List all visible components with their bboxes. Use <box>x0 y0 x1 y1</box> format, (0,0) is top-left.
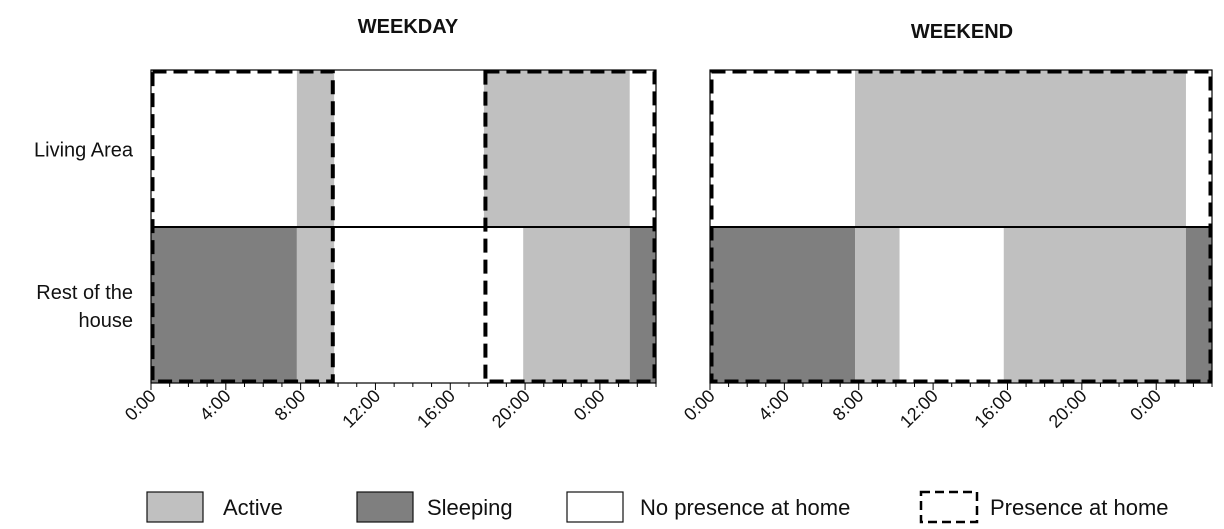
segment-no_presence-p0-r1-2 <box>334 227 524 383</box>
tick-label-p1-2: 8:00 <box>829 386 868 425</box>
legend-swatch-active <box>146 491 204 523</box>
segment-sleeping-p1-r1-4 <box>1185 227 1212 383</box>
legend-swatch-presence <box>919 490 979 524</box>
segment-active-p1-r0-1 <box>855 70 1186 227</box>
tick-label-p0-0: 0:00 <box>121 386 160 425</box>
tick-label-p1-3: 12:00 <box>896 386 942 432</box>
segment-no_presence-p0-r0-4 <box>629 70 656 227</box>
row-label-p0-r1-0: Rest of the <box>36 282 133 304</box>
segment-active-p1-r1-1 <box>855 227 900 383</box>
legend-label-active: Active <box>223 495 283 520</box>
presence-box-p0-0 <box>150 69 335 384</box>
tick-label-p1-0: 0:00 <box>680 386 719 425</box>
segment-sleeping-p0-r1-0 <box>151 227 297 383</box>
segment-active-p0-r0-3 <box>483 70 630 227</box>
segment-no_presence-p1-r0-0 <box>710 70 856 227</box>
legend-swatch-sleeping <box>356 491 414 523</box>
segment-no_presence-p1-r0-2 <box>1185 70 1212 227</box>
tick-label-p0-3: 12:00 <box>338 386 384 432</box>
legend-label-presence: Presence at home <box>990 495 1169 520</box>
segment-active-p0-r1-3 <box>523 227 630 383</box>
tick-label-p1-5: 20:00 <box>1045 386 1091 432</box>
tick-label-p1-4: 16:00 <box>970 386 1016 432</box>
panel-title-0: WEEKDAY <box>358 16 459 38</box>
segment-sleeping-p0-r1-4 <box>629 227 656 383</box>
panel-title-1: WEEKEND <box>911 21 1013 43</box>
segment-active-p0-r0-1 <box>296 70 335 227</box>
presence-box-p0-1 <box>483 69 657 384</box>
segment-active-p0-r1-1 <box>296 227 335 383</box>
tick-label-p0-4: 16:00 <box>413 386 459 432</box>
segment-no_presence-p0-r0-0 <box>151 70 297 227</box>
presence-box-p1-0 <box>709 69 1213 384</box>
tick-label-p0-1: 4:00 <box>196 386 235 425</box>
row-label-p0-r0-0: Living Area <box>34 140 134 162</box>
row-label-p0-r1-1: house <box>79 310 134 332</box>
segment-no_presence-p0-r0-2 <box>334 70 484 227</box>
tick-label-p0-6: 0:00 <box>570 386 609 425</box>
segment-sleeping-p1-r1-0 <box>710 227 856 383</box>
legend-swatch-no_presence <box>566 491 624 523</box>
legend-label-sleeping: Sleeping <box>427 495 513 520</box>
legend-label-no_presence: No presence at home <box>640 495 850 520</box>
tick-label-p0-2: 8:00 <box>271 386 310 425</box>
tick-label-p1-6: 0:00 <box>1126 386 1165 425</box>
segment-no_presence-p1-r1-2 <box>899 227 1004 383</box>
tick-label-p0-5: 20:00 <box>488 386 534 432</box>
segment-active-p1-r1-3 <box>1003 227 1186 383</box>
tick-label-p1-1: 4:00 <box>754 386 793 425</box>
